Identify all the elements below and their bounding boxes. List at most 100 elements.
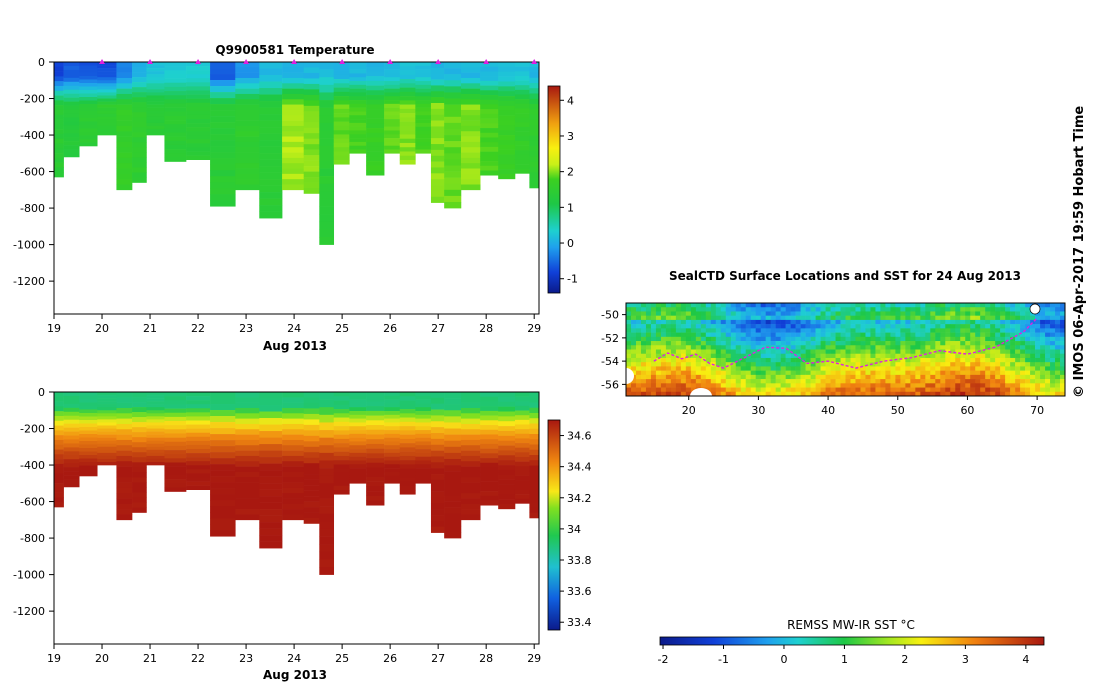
sst-cell <box>1030 341 1036 346</box>
sst-cell <box>650 311 657 316</box>
temperature-cell <box>235 77 260 84</box>
sst-cell <box>895 374 901 380</box>
salinity-cell <box>116 418 133 425</box>
salinity-cell <box>282 509 305 515</box>
temperature-cell <box>54 81 64 87</box>
sst-cell <box>870 379 876 384</box>
sst-cell <box>665 319 672 325</box>
salinity-cell <box>164 462 187 467</box>
salinity-cell <box>164 425 187 430</box>
sst-cell <box>945 341 951 346</box>
sst-cell <box>890 303 896 308</box>
sst-cell <box>710 353 717 359</box>
temperature-cell <box>349 77 367 82</box>
sst-cell <box>645 303 652 308</box>
salinity-cell <box>529 470 540 477</box>
sst-cell <box>1060 391 1065 396</box>
temperature-cell <box>116 72 133 79</box>
sst-cell <box>1060 379 1065 384</box>
sst-cell <box>645 387 652 393</box>
sst-cell <box>630 345 637 350</box>
sst-cell <box>790 370 796 376</box>
sst-cell <box>755 328 761 333</box>
temperature-cell <box>430 85 445 92</box>
sst-cell <box>655 315 662 321</box>
sst-cell <box>850 349 856 355</box>
sst-cell <box>645 311 652 316</box>
sst-cell <box>1045 374 1051 380</box>
salinity-cell <box>384 433 401 438</box>
sst-cell <box>865 303 871 308</box>
sst-cell <box>815 328 821 333</box>
temperature-cell <box>116 109 133 116</box>
sst-cell <box>915 332 921 338</box>
salinity-cell <box>132 427 147 433</box>
sst-cell <box>820 345 826 350</box>
temperature-cell <box>430 62 445 69</box>
sst-cell <box>815 353 821 359</box>
sst-cell <box>925 336 931 342</box>
sst-cell <box>895 311 901 316</box>
sst-cell <box>850 315 856 321</box>
sst-cell <box>665 374 672 380</box>
temperature-cell <box>480 156 499 162</box>
sst-cell <box>655 324 662 329</box>
sst-cell <box>875 324 881 329</box>
salinity-cell <box>415 452 432 457</box>
salinity-cell <box>282 392 305 398</box>
sst-cell <box>1060 332 1065 338</box>
temperature-cell <box>399 66 416 71</box>
sst-cell <box>760 307 766 312</box>
salinity-cell <box>235 466 260 473</box>
sst-cell <box>645 374 652 380</box>
salinity-cell <box>460 397 481 403</box>
sst-cell <box>1035 349 1041 355</box>
sst-cell <box>655 353 662 359</box>
sst-cell <box>1025 336 1031 342</box>
temperature-cell <box>146 125 165 130</box>
temperature-axes: 19 20 21 22 23 24 25 26 27 28 290-200-400-600-800-… <box>13 56 541 335</box>
salinity-cell <box>399 485 416 491</box>
sst-cell <box>775 370 781 376</box>
sst-cell <box>805 370 811 376</box>
salinity-cell <box>514 498 530 504</box>
sst-cell <box>900 324 906 329</box>
sst-cell <box>805 357 811 363</box>
salinity-cell <box>430 485 445 492</box>
temperature-cell <box>399 91 416 97</box>
salinity-cell <box>349 411 367 416</box>
sst-cell <box>1000 336 1006 342</box>
sst-cell <box>1020 379 1026 384</box>
sst-cell <box>890 357 896 363</box>
sst-cell <box>960 370 966 376</box>
salinity-cell <box>514 401 530 407</box>
salinity-cell <box>333 451 350 457</box>
sst-cell <box>1035 353 1041 359</box>
x-tick-label: 20 <box>95 652 109 665</box>
salinity-cell <box>146 401 165 405</box>
temperature-cell <box>430 120 445 127</box>
sst-cell <box>645 391 652 396</box>
sst-cell <box>630 362 637 367</box>
sst-cell <box>1050 341 1056 346</box>
salinity-cell <box>116 434 133 441</box>
sst-cell <box>750 349 757 355</box>
y-tick-label: 0 <box>38 386 45 399</box>
temperature-cell <box>514 122 530 128</box>
sst-cell <box>765 374 771 380</box>
temperature-cell <box>97 132 117 136</box>
sst-cell <box>820 332 826 338</box>
sst-cell <box>770 332 776 338</box>
salinity-cell <box>282 477 305 483</box>
salinity-cell <box>514 443 530 448</box>
sst-cell <box>1055 362 1061 367</box>
sst-cell <box>945 328 951 333</box>
salinity-cell <box>460 439 481 446</box>
sst-cell <box>645 324 652 329</box>
salinity-cell <box>430 427 445 434</box>
sst-cell <box>965 332 971 338</box>
sst-cell <box>900 370 906 376</box>
salinity-cell <box>480 429 499 435</box>
sst-cell <box>995 366 1001 371</box>
salinity-cell <box>480 491 499 497</box>
